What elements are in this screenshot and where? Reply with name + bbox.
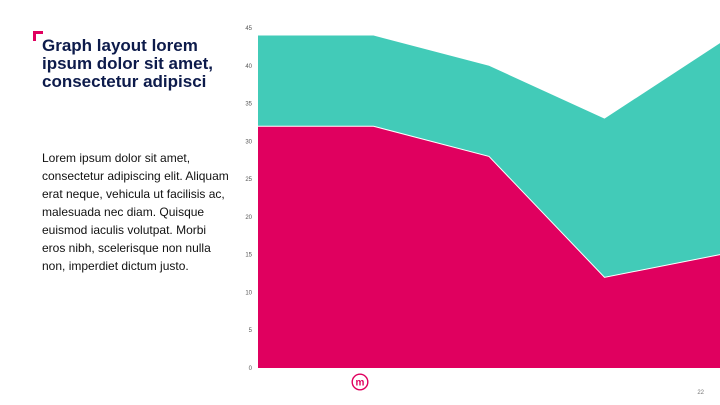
y-tick-label: 25 (245, 177, 252, 183)
y-tick-label: 30 (245, 139, 252, 145)
corner-bracket-icon (33, 31, 43, 41)
y-tick-label: 10 (245, 290, 252, 296)
y-tick-label: 0 (249, 366, 253, 372)
y-tick-label: 15 (245, 253, 252, 259)
y-tick-label: 45 (245, 26, 252, 32)
series-boundary-line (258, 125, 720, 278)
slide-body-text: Lorem ipsum dolor sit amet, consectetur … (42, 151, 229, 273)
area-series-2 (258, 35, 720, 278)
area-series-1 (258, 126, 720, 368)
y-tick-label: 20 (245, 215, 252, 221)
page-number: 22 (697, 390, 704, 396)
logo-letter: m (356, 377, 365, 388)
logo-icon: m (351, 373, 369, 391)
y-tick-label: 5 (249, 328, 253, 334)
y-tick-label: 40 (245, 64, 252, 70)
slide-title: Graph layout lorem ipsum dolor sit amet,… (42, 36, 213, 91)
y-tick-label: 35 (245, 102, 252, 108)
